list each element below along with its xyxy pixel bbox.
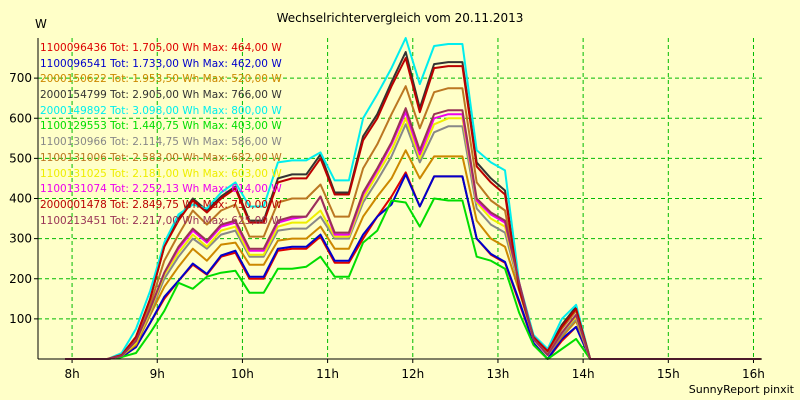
legend-entry-11: 2000001478 Tot: 2.849,75 Wh Max: 750,00 … [40, 198, 282, 211]
legend-entry-9: 1100131025 Tot: 2.181,00 Wh Max: 603,00 … [40, 167, 282, 180]
y-tick-label: 600 [9, 111, 32, 125]
y-tick-label: 100 [9, 312, 32, 326]
legend-entry-7: 1100130966 Tot: 2.114,75 Wh Max: 586,00 … [40, 136, 282, 149]
legend-entry-10: 1100131074 Tot: 2.252,13 Wh Max: 614,00 … [40, 183, 282, 196]
legend-entry-5: 2000149892 Tot: 3.098,00 Wh Max: 800,00 … [40, 104, 282, 117]
x-tick-label: 11h [316, 367, 339, 381]
y-tick-label: 500 [9, 151, 32, 165]
chart-title: Wechselrichtervergleich vom 20.11.2013 [276, 11, 524, 25]
x-tick-label: 16h [742, 367, 765, 381]
legend-entry-2: 1100096541 Tot: 1.733,00 Wh Max: 462,00 … [40, 57, 282, 70]
x-tick-label: 10h [231, 367, 254, 381]
legend-entry-1: 1100096436 Tot: 1.705,00 Wh Max: 464,00 … [40, 42, 282, 54]
y-tick-label: 300 [9, 232, 32, 246]
legend: 1100096436 Tot: 1.705,00 Wh Max: 464,00 … [40, 41, 282, 229]
legend-entry-4: 2000154799 Tot: 2.905,00 Wh Max: 766,00 … [40, 89, 282, 102]
legend-entry-8: 1100131006 Tot: 2.583,00 Wh Max: 682,00 … [40, 151, 282, 164]
footer-credit: SunnyReport pinxit [688, 383, 794, 396]
x-tick-label: 8h [64, 367, 79, 381]
x-tick-label: 12h [401, 367, 424, 381]
x-tick-label: 13h [487, 367, 510, 381]
legend-entry-12: 1100213451 Tot: 2.217,00 Wh Max: 625,00 … [40, 214, 282, 227]
x-tick-label: 9h [150, 367, 165, 381]
x-tick-label: 15h [657, 367, 680, 381]
y-tick-label: 700 [9, 71, 32, 85]
y-tick-label: 400 [9, 192, 32, 206]
x-tick-label: 14h [572, 367, 595, 381]
y-tick-label: 200 [9, 272, 32, 286]
legend-entry-3: 2000150622 Tot: 1.953,50 Wh Max: 520,00 … [40, 73, 282, 86]
y-axis-unit: W [35, 17, 47, 31]
legend-entry-6: 1100129553 Tot: 1.440,75 Wh Max: 403,00 … [40, 120, 282, 133]
